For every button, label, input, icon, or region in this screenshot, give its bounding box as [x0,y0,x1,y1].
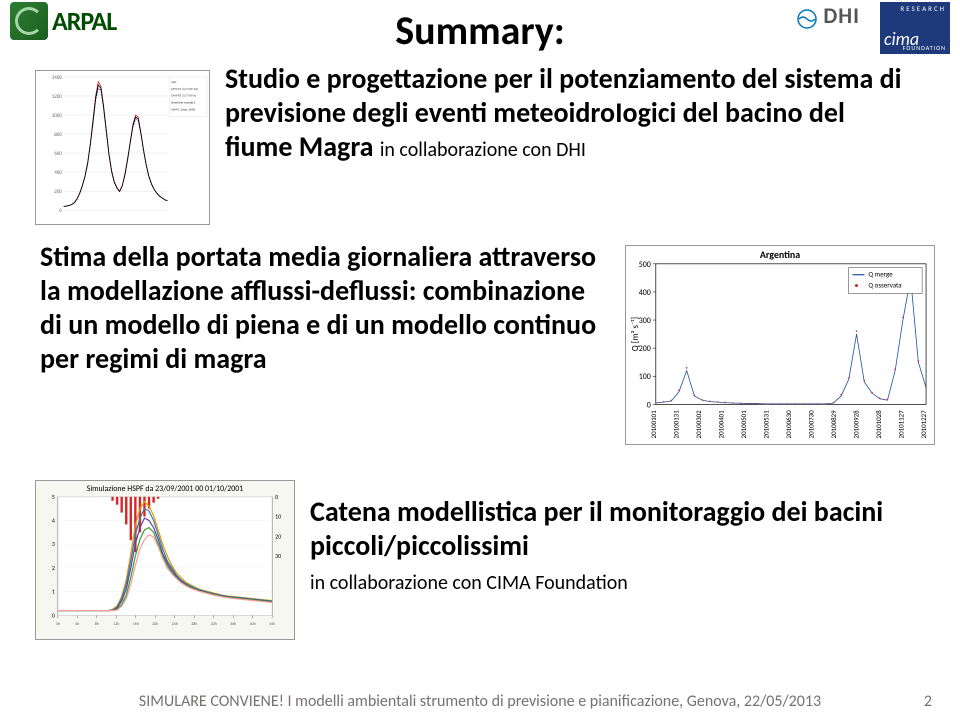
hspf-simulation-chart: Simulazione HSPF da 23/09/2001 00 01/10/… [35,480,295,640]
svg-text:0: 0 [647,400,651,410]
svg-text:obs: obs [171,80,177,84]
slide-title: Summary: [0,6,960,55]
svg-text:400: 400 [639,288,651,298]
svg-text:20100131: 20100131 [671,410,680,439]
svg-text:0h: 0h [56,622,60,627]
svg-text:20100630: 20100630 [784,410,793,439]
top-paragraph-sub: in collaborazione con DHI [380,138,586,162]
bottom-paragraph: Catena modellistica per il monitoraggio … [310,495,930,597]
svg-text:0: 0 [275,493,278,501]
svg-text:20101028: 20101028 [874,410,883,439]
svg-text:DHI-P1 (1/7/09 12): DHI-P1 (1/7/09 12) [171,86,197,91]
svg-text:0: 0 [59,208,62,214]
svg-text:12h: 12h [113,622,119,627]
svg-text:100: 100 [639,372,651,382]
svg-text:20100401: 20100401 [716,410,725,439]
svg-text:24h: 24h [172,622,178,627]
svg-text:200: 200 [54,189,62,195]
svg-text:1200: 1200 [52,94,62,100]
svg-text:4h: 4h [75,622,79,627]
svg-text:1400: 1400 [52,75,62,81]
svg-text:20100928: 20100928 [851,410,860,439]
svg-text:NAM_1day_Drift: NAM_1day_Drift [171,107,195,111]
svg-text:1: 1 [52,588,55,596]
svg-text:Q [m³ s⁻¹]: Q [m³ s⁻¹] [631,317,641,352]
svg-text:800: 800 [54,132,62,138]
svg-text:2: 2 [52,564,55,572]
bottom-paragraph-main: Catena modellistica per il monitoraggio … [310,494,883,563]
svg-text:5: 5 [52,493,55,501]
svg-text:1000: 1000 [52,113,62,119]
svg-text:40h: 40h [250,622,256,627]
svg-text:600: 600 [54,151,62,157]
svg-text:20: 20 [275,532,281,540]
slide-footer: SIMULARE CONVIENE! I modelli ambientali … [0,692,960,711]
svg-text:Q merge: Q merge [868,270,893,279]
svg-text:20101127: 20101127 [897,410,906,439]
top-paragraph: Studio e progettazione per il potenziame… [225,62,905,164]
svg-text:0: 0 [52,611,55,619]
svg-text:Argentina: Argentina [760,249,800,261]
svg-text:36h: 36h [230,622,236,627]
svg-text:20100730: 20100730 [806,410,815,439]
svg-text:4: 4 [52,516,55,524]
svg-text:DHI-P2 (1/7/09 6): DHI-P2 (1/7/09 6) [171,93,196,98]
svg-text:32h: 32h [211,622,217,627]
svg-text:20100101: 20100101 [649,410,658,439]
svg-text:10: 10 [275,513,281,521]
svg-text:30: 30 [275,552,281,560]
svg-text:Baseline master1: Baseline master1 [171,101,195,105]
svg-text:20101227: 20101227 [919,410,928,439]
svg-text:16h: 16h [133,622,139,627]
svg-text:20h: 20h [152,622,158,627]
svg-text:28h: 28h [191,622,197,627]
hydrograph-chart: 0 200 400 600 800 1000 1200 1400 obs DHI-P1 (1/7/… [35,70,210,225]
svg-text:20100501: 20100501 [739,410,748,439]
svg-text:500: 500 [639,260,651,270]
svg-text:44h: 44h [269,622,275,627]
argentina-timeseries-chart: Argentina0100200300400500Q [m³ s⁻¹]20100… [625,245,935,445]
mid-paragraph: Stima della portata media giornaliera at… [40,240,600,377]
svg-text:Simulazione HSPF da 23/09/2001: Simulazione HSPF da 23/09/2001 00 01/10/… [87,484,244,494]
svg-text:20100829: 20100829 [829,410,838,439]
svg-text:20100302: 20100302 [694,410,703,439]
svg-text:20100531: 20100531 [761,410,770,439]
svg-text:400: 400 [54,170,62,176]
svg-text:8h: 8h [95,622,99,627]
bottom-paragraph-sub: in collaborazione con CIMA Foundation [310,571,628,595]
page-number: 2 [924,692,932,711]
svg-text:3: 3 [52,540,55,548]
svg-text:Q osservata: Q osservata [868,281,901,290]
